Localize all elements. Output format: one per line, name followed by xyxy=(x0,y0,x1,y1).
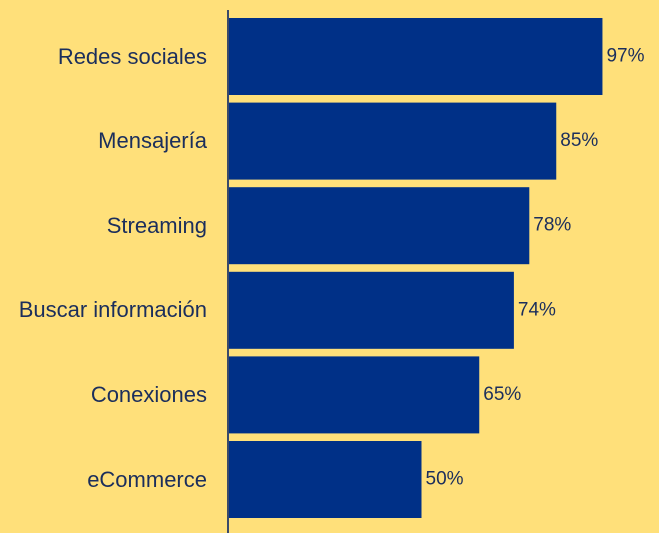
bar xyxy=(229,271,514,349)
category-label: Streaming xyxy=(106,212,207,238)
bar xyxy=(229,441,422,518)
value-label: 78% xyxy=(533,215,571,236)
bar xyxy=(229,102,557,180)
category-label: eCommerce xyxy=(87,466,207,492)
value-label: 65% xyxy=(483,384,521,405)
bar xyxy=(229,187,530,265)
bar xyxy=(229,18,603,95)
category-label: Conexiones xyxy=(90,381,207,407)
value-label: 74% xyxy=(518,299,556,320)
category-label: Buscar información xyxy=(18,297,207,323)
bar xyxy=(229,356,480,434)
category-label: Redes sociales xyxy=(57,43,207,69)
value-label: 97% xyxy=(606,46,644,67)
value-label: 85% xyxy=(560,130,598,151)
category-label: Mensajería xyxy=(98,128,207,154)
value-label: 50% xyxy=(426,469,464,490)
